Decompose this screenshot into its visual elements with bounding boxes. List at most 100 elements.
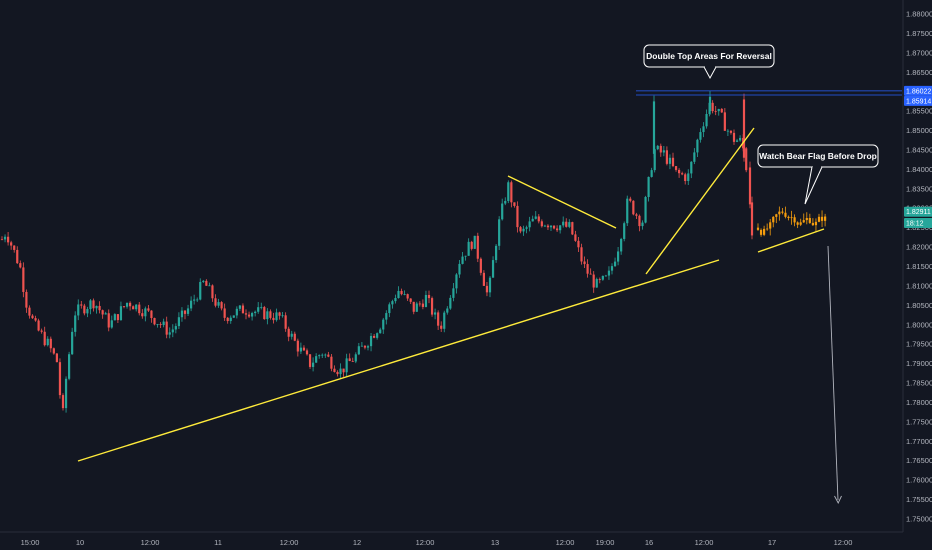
candle-body [626, 198, 629, 224]
candle-body [138, 304, 141, 314]
candle-body [501, 203, 504, 220]
candle-body [534, 216, 537, 219]
candle-body [119, 306, 123, 321]
price-badge-text: 1.85914 [906, 98, 931, 105]
candle-body [750, 202, 754, 236]
candle-body [281, 315, 284, 317]
flag-candle-body [817, 216, 821, 222]
candle-body [467, 241, 470, 256]
candle-body [601, 275, 604, 280]
candle-body [556, 228, 559, 231]
candle-body [321, 354, 324, 356]
candle-body [635, 214, 638, 216]
candle-body [391, 301, 394, 305]
candle-body [519, 227, 522, 232]
candle-body [510, 182, 513, 203]
callout-pointer-mask [813, 165, 821, 168]
candle-body [702, 126, 705, 133]
candle-body [729, 130, 733, 133]
price-tick-label: 1.87000 [906, 48, 932, 57]
candle-body [470, 241, 473, 249]
candle-body [373, 335, 376, 338]
candle-body [632, 200, 635, 215]
candle-body [46, 338, 49, 346]
flag-candle-body [769, 222, 772, 229]
candle-body [205, 280, 208, 286]
price-tick-label: 1.77000 [906, 437, 932, 446]
candle-body [498, 219, 501, 246]
candle-body [473, 235, 476, 249]
price-tick-label: 1.88000 [906, 10, 932, 19]
candle-body [379, 329, 382, 334]
candle-body [397, 290, 400, 298]
candle-body [25, 291, 28, 308]
candle-body [7, 236, 10, 243]
candle-body [482, 272, 485, 286]
price-tick-label: 1.79000 [906, 359, 932, 368]
candle-body [141, 313, 144, 317]
price-tick-label: 1.78000 [906, 398, 932, 407]
candle-body [446, 308, 449, 313]
candle-body [162, 321, 165, 326]
price-tick-label: 1.76000 [906, 476, 932, 485]
candle-body [369, 335, 373, 347]
candle-body [577, 240, 580, 248]
candle-body [269, 311, 272, 318]
candle-body [696, 139, 699, 153]
price-tick-label: 1.84000 [906, 165, 932, 174]
candle-body [479, 258, 482, 273]
candle-body [299, 347, 302, 352]
candle-body [3, 236, 7, 240]
candle-body [190, 300, 193, 309]
candle-body [617, 251, 620, 262]
candle-body [64, 378, 68, 409]
candle-body [147, 308, 150, 311]
time-tick-label: 19:00 [596, 538, 615, 547]
projection-arrowhead [834, 495, 842, 505]
candle-body [452, 288, 455, 298]
candle-body [504, 200, 507, 204]
flag-candle-body [759, 229, 763, 235]
candle-body [132, 306, 135, 310]
candle-body [348, 358, 351, 362]
price-axis[interactable]: 1.880001.875001.870001.865001.860001.855… [902, 0, 932, 532]
candle-body [711, 102, 714, 112]
candle-body [174, 326, 177, 330]
callout-double-top: Double Top Areas For Reversal [646, 51, 772, 61]
candle-body [592, 274, 595, 288]
candle-body [403, 294, 406, 295]
flag-candle-body [787, 216, 790, 218]
price-badge [904, 95, 932, 106]
time-tick-label: 12 [353, 538, 361, 547]
candle-body [613, 261, 617, 267]
candle-body [495, 245, 498, 261]
candle-body [336, 371, 339, 375]
candle-body [549, 225, 553, 228]
candle-body [427, 294, 431, 299]
candle-body [461, 256, 464, 264]
price-badge-text: 18:12 [906, 220, 924, 227]
callouts: Double Top Areas For Reversal Watch Bear … [643, 44, 879, 205]
time-axis[interactable]: 15:00 10 12:00 11 12:00 12 12:00 13 12:00 19:00 16… [0, 531, 903, 547]
candle-body [122, 306, 126, 308]
candle-body [742, 99, 746, 158]
candle-body [638, 215, 641, 227]
candle-body [641, 222, 644, 227]
candle-body [159, 324, 162, 326]
candle-body [107, 313, 110, 328]
candle-body [735, 140, 739, 142]
candle-body [254, 311, 257, 314]
candle-body [406, 294, 409, 299]
candle-body [531, 218, 534, 222]
candle-body [684, 174, 687, 181]
candle-body [180, 310, 184, 318]
candle-body [202, 280, 205, 282]
callout-pointer [804, 166, 823, 205]
flag-candle-body [756, 227, 760, 230]
candle-body [275, 312, 278, 321]
candle-body [424, 294, 428, 307]
candle-body [220, 302, 223, 309]
candle-body [290, 333, 293, 337]
candle-body [68, 354, 71, 379]
